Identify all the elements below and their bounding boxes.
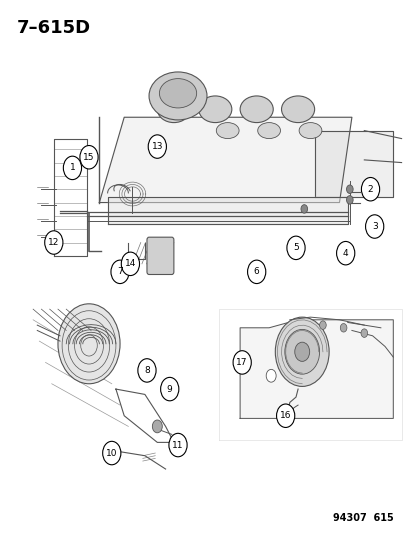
Text: 15: 15 bbox=[83, 153, 95, 161]
Circle shape bbox=[80, 146, 98, 169]
Circle shape bbox=[339, 324, 346, 332]
Text: 5: 5 bbox=[292, 244, 298, 252]
Text: 16: 16 bbox=[279, 411, 291, 420]
Circle shape bbox=[365, 215, 383, 238]
Ellipse shape bbox=[157, 96, 190, 123]
Text: 14: 14 bbox=[124, 260, 136, 268]
Circle shape bbox=[346, 196, 352, 204]
Circle shape bbox=[247, 260, 265, 284]
Text: 17: 17 bbox=[236, 358, 247, 367]
Text: 7–615D: 7–615D bbox=[17, 19, 90, 37]
Circle shape bbox=[319, 321, 325, 329]
Circle shape bbox=[58, 304, 120, 384]
Circle shape bbox=[138, 359, 156, 382]
Ellipse shape bbox=[298, 123, 321, 139]
Ellipse shape bbox=[216, 123, 239, 139]
Text: 1: 1 bbox=[69, 164, 75, 172]
Text: 4: 4 bbox=[342, 249, 348, 257]
Text: 3: 3 bbox=[371, 222, 377, 231]
Circle shape bbox=[102, 441, 121, 465]
Text: 7: 7 bbox=[117, 268, 123, 276]
Circle shape bbox=[336, 241, 354, 265]
Text: 9: 9 bbox=[166, 385, 172, 393]
Polygon shape bbox=[107, 197, 347, 224]
Circle shape bbox=[148, 135, 166, 158]
Ellipse shape bbox=[159, 78, 196, 108]
Circle shape bbox=[346, 185, 352, 193]
Text: 10: 10 bbox=[106, 449, 117, 457]
Ellipse shape bbox=[198, 96, 231, 123]
Ellipse shape bbox=[281, 96, 314, 123]
Text: 2: 2 bbox=[367, 185, 373, 193]
Polygon shape bbox=[240, 320, 392, 418]
Polygon shape bbox=[314, 131, 392, 197]
Circle shape bbox=[233, 351, 251, 374]
Text: 13: 13 bbox=[151, 142, 163, 151]
Circle shape bbox=[45, 231, 63, 254]
Circle shape bbox=[276, 404, 294, 427]
Circle shape bbox=[361, 177, 379, 201]
Circle shape bbox=[152, 420, 162, 433]
Circle shape bbox=[294, 342, 309, 361]
Ellipse shape bbox=[149, 72, 206, 120]
Text: 6: 6 bbox=[253, 268, 259, 276]
Text: 94307  615: 94307 615 bbox=[332, 513, 392, 523]
Circle shape bbox=[286, 236, 304, 260]
Text: 8: 8 bbox=[144, 366, 150, 375]
FancyBboxPatch shape bbox=[147, 237, 173, 274]
Polygon shape bbox=[99, 117, 351, 203]
Circle shape bbox=[360, 329, 367, 337]
Circle shape bbox=[284, 329, 319, 374]
Text: 11: 11 bbox=[172, 441, 183, 449]
Circle shape bbox=[63, 156, 81, 180]
Ellipse shape bbox=[257, 123, 280, 139]
Circle shape bbox=[169, 433, 187, 457]
Circle shape bbox=[266, 369, 275, 382]
Circle shape bbox=[111, 260, 129, 284]
Circle shape bbox=[160, 377, 178, 401]
Circle shape bbox=[275, 317, 328, 386]
Circle shape bbox=[121, 252, 139, 276]
Ellipse shape bbox=[240, 96, 273, 123]
Circle shape bbox=[300, 205, 307, 213]
Text: 12: 12 bbox=[48, 238, 59, 247]
